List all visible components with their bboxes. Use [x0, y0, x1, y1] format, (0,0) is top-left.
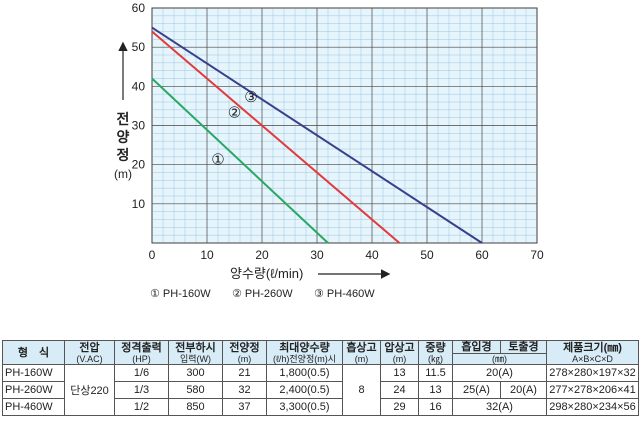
cell-voltage: 단상220 [64, 364, 115, 416]
cell-flow: 2,400(0.5) [266, 381, 343, 399]
series-marker-label: ③ [244, 89, 257, 106]
spec-table: 형 식 전압 (V.AC) 정격출력 (HP) 전부하시 입력(W) 전양정 (m) 최… [2, 340, 639, 416]
pump-performance-chart: ① ②③ 0 10 20 30 40 50 60 70 10 20 30 40 50 60 전 양 정 (… [114, 1, 544, 300]
x-tick-label: 0 [149, 248, 156, 262]
header-weight: 중량 (㎏) [418, 340, 453, 365]
x-tick-label: 30 [310, 248, 324, 262]
header-outlet: 토출경 [500, 340, 547, 354]
spec-header-row: 형 식 전압 (V.AC) 정격출력 (HP) 전부하시 입력(W) 전양정 (m) 최… [2, 340, 639, 365]
cell-size: 277×278×206×41 [546, 381, 639, 399]
cell-weight: 13 [418, 381, 453, 399]
y-axis-label-char-3: 정 [117, 147, 130, 163]
header-input-power: 전부하시 입력(W) [168, 340, 223, 365]
major-grid [151, 7, 538, 244]
legend-item-1: ① PH-160W [150, 288, 211, 300]
y-tick-label: 50 [132, 40, 146, 54]
cell-watt: 300 [168, 364, 223, 382]
cell-weight: 16 [418, 398, 453, 416]
cell-head: 32 [222, 381, 267, 399]
cell-hp: 1/2 [114, 398, 169, 416]
cell-push: 24 [380, 381, 419, 399]
header-bore-unit: (㎜) [452, 353, 547, 365]
cell-push: 13 [380, 364, 419, 382]
cell-suction-height: 8 [342, 364, 381, 416]
cell-hp: 1/3 [114, 381, 169, 399]
x-tick-label: 40 [365, 248, 379, 262]
x-tick-label: 20 [255, 248, 269, 262]
cell-push: 29 [380, 398, 419, 416]
cell-head: 21 [222, 364, 267, 382]
header-model: 형 식 [2, 340, 65, 365]
header-suction-height: 흡상고 (m) [342, 340, 381, 365]
series-line-ph-160w [151, 77, 329, 244]
legend-item-3: ③ PH-460W [314, 288, 375, 300]
x-tick-label: 50 [420, 248, 434, 262]
cell-flow: 3,300(0.5) [266, 398, 343, 416]
y-tick-label: 60 [132, 1, 146, 15]
series-layer: ① ②③ [151, 26, 483, 244]
cell-bore: 20(A) [452, 364, 547, 382]
y-tick-label: 40 [132, 79, 146, 93]
y-tick-labels: 10 20 30 40 50 60 [132, 1, 146, 211]
cell-inlet: 25(A) [452, 381, 501, 399]
table-row: PH-460W 1/2 850 37 3,300(0.5) 29 16 32(A… [2, 398, 639, 416]
header-rated-output: 정격출력 (HP) [114, 340, 169, 365]
header-max-flow: 최대양수량 (ℓ/h)전양정(m)시 [266, 340, 343, 365]
header-push-height: 압상고 (m) [380, 340, 419, 365]
series-marker-label: ② [228, 105, 241, 122]
cell-bore: 32(A) [452, 398, 547, 416]
table-row: PH-160W 단상220 1/6 300 21 1,800(0.5) 8 13… [2, 364, 639, 416]
series-line-ph-260w [151, 30, 401, 244]
y-axis-label-char-1: 전 [117, 111, 130, 127]
x-tick-label: 60 [475, 248, 489, 262]
cell-weight: 11.5 [418, 364, 453, 382]
series-marker-label: ① [211, 152, 224, 169]
series-line-ph-460w [151, 26, 483, 244]
cell-size: 278×280×197×32 [546, 364, 639, 382]
header-size: 제품크기(㎜) A×B×C×D [546, 340, 639, 365]
header-inlet: 흡입경 [452, 340, 501, 354]
y-axis-unit: (m) [114, 167, 132, 181]
cell-watt: 850 [168, 398, 223, 416]
cell-outlet: 20(A) [500, 381, 547, 399]
legend: ① PH-160W ② PH-260W ③ PH-460W [150, 288, 375, 300]
cell-size: 298×280×234×56 [546, 398, 639, 416]
header-total-head: 전양정 (m) [222, 340, 267, 365]
y-tick-label: 10 [132, 197, 146, 211]
header-voltage: 전압 (V.AC) [64, 340, 115, 365]
x-tick-label: 70 [530, 248, 544, 262]
cell-head: 37 [222, 398, 267, 416]
y-axis-label-char-2: 양 [117, 129, 130, 145]
x-axis-title: 양수량(ℓ/min) [230, 266, 391, 281]
cell-hp: 1/6 [114, 364, 169, 382]
y-tick-label: 30 [132, 119, 146, 133]
x-tick-labels: 0 10 20 30 40 50 60 70 [149, 248, 544, 262]
cell-watt: 580 [168, 381, 223, 399]
cell-model: PH-460W [2, 398, 65, 416]
legend-item-2: ② PH-260W [232, 288, 293, 300]
cell-model: PH-160W [2, 364, 65, 382]
cell-model: PH-260W [2, 381, 65, 399]
y-tick-label: 20 [132, 158, 146, 172]
x-tick-label: 10 [200, 248, 214, 262]
cell-flow: 1,800(0.5) [266, 364, 343, 382]
x-axis-label: 양수량(ℓ/min) [230, 266, 303, 281]
y-axis-title: 전 양 정 (m) [114, 41, 132, 181]
